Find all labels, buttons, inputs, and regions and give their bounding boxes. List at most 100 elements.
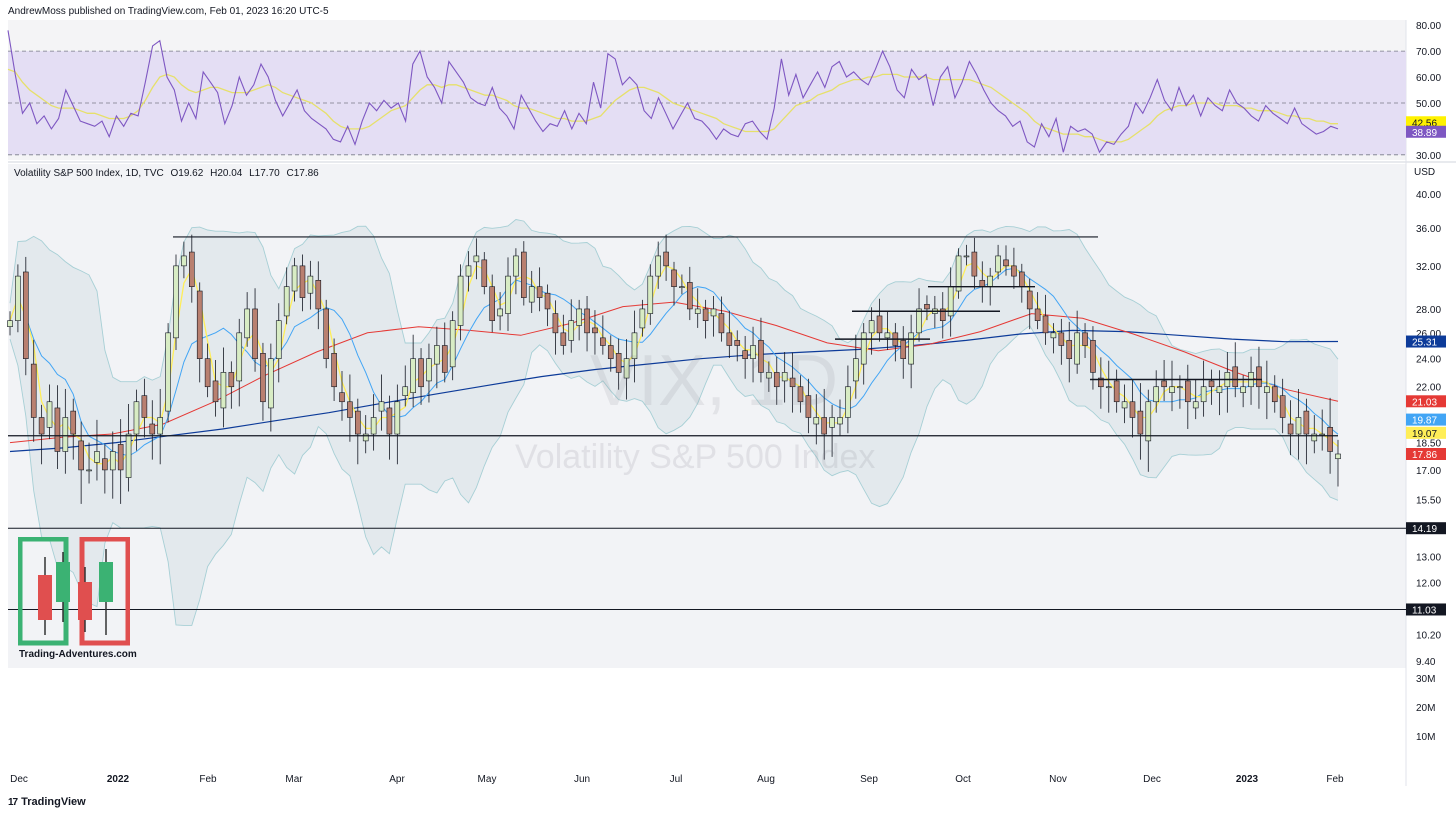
candle-body — [1019, 271, 1025, 287]
legend-symbol: Volatility S&P 500 Index, 1D, TVC — [14, 168, 164, 179]
candle-body — [679, 286, 685, 288]
volume-panel — [8, 670, 1406, 768]
rsi-tick-label: 70.00 — [1416, 47, 1441, 58]
candle-body — [773, 372, 780, 388]
x-axis-label: 2023 — [1236, 774, 1259, 785]
candle-body — [189, 251, 195, 287]
bollinger-lower-line — [9, 325, 1339, 626]
candle-body — [149, 423, 156, 435]
candle-body — [291, 265, 298, 292]
candle-body — [1232, 366, 1239, 388]
candle-body — [726, 332, 733, 346]
candle-body — [62, 417, 69, 452]
bollinger-upper-line — [9, 219, 1339, 383]
candle-body — [1105, 386, 1112, 389]
footer-brand-label: TradingView — [21, 796, 86, 808]
rsi-tick-label: 50.00 — [1416, 99, 1441, 110]
candle-body — [584, 308, 590, 334]
candle-body — [1271, 386, 1278, 403]
candle-body — [378, 401, 385, 412]
candle-body — [623, 358, 630, 379]
candle-body — [821, 417, 827, 435]
candle-body — [1327, 427, 1333, 452]
candle-body — [1153, 386, 1159, 403]
candle-body — [781, 372, 788, 382]
price-tick-label: 22.00 — [1416, 383, 1441, 394]
price-tick-label: 9.40 — [1416, 657, 1436, 668]
x-axis-label: Oct — [955, 774, 971, 785]
candle-body — [694, 308, 701, 314]
candle-body — [1192, 401, 1199, 409]
candle-body — [315, 279, 322, 310]
candle-body — [1264, 386, 1270, 393]
logo-text: Trading-Adventures.com — [19, 649, 137, 660]
candle-body — [789, 377, 796, 388]
candle-body — [1003, 259, 1009, 267]
price-tick-label: 32.00 — [1416, 262, 1441, 273]
candle-body — [1026, 290, 1033, 310]
candle-body — [750, 345, 756, 359]
candle-body — [868, 320, 875, 334]
candle-body — [876, 315, 883, 334]
candle-body — [1145, 401, 1152, 442]
candle-body — [441, 345, 448, 373]
price-tick-label: 18.50 — [1416, 439, 1441, 450]
candle-body — [386, 407, 393, 435]
price-badge — [1406, 395, 1446, 408]
candle-body — [46, 401, 53, 428]
candle-body — [916, 308, 922, 334]
price-badge-label: 19.87 — [1412, 416, 1437, 427]
candle-body — [339, 392, 345, 403]
candle-body — [853, 358, 859, 382]
tradingview-logo-icon: 17 — [8, 796, 18, 808]
candle-body — [1113, 380, 1120, 403]
candle-body — [655, 255, 661, 277]
x-axis-label: Apr — [389, 774, 405, 785]
price-tick-label: 10.20 — [1416, 631, 1441, 642]
candle-body — [1287, 423, 1294, 435]
candle-body — [70, 410, 77, 435]
candle-body — [1082, 332, 1088, 346]
candle-body — [244, 308, 250, 339]
candle-body — [54, 407, 61, 452]
candle-body — [418, 358, 424, 388]
rsi-value-label: 38.89 — [1412, 128, 1437, 139]
rsi-tick-label: 80.00 — [1416, 21, 1441, 32]
candle-body — [536, 286, 543, 298]
x-axis-label: Jul — [670, 774, 683, 785]
candle-body — [1042, 315, 1049, 334]
candle-body — [426, 358, 432, 382]
candle-body — [718, 313, 725, 334]
candle-body — [829, 417, 835, 428]
candle-body — [1121, 401, 1128, 409]
candle-body — [173, 265, 179, 339]
candle-body — [268, 358, 274, 409]
candle-body — [955, 255, 962, 292]
candle-body — [133, 401, 140, 435]
footer-brand[interactable]: 17 TradingView — [8, 796, 86, 808]
candle-body — [1240, 386, 1246, 393]
candle-body — [987, 275, 993, 287]
candle-body — [860, 332, 867, 365]
x-axis-label: Mar — [285, 774, 303, 785]
candle-body — [38, 417, 45, 435]
candle-body — [449, 320, 456, 368]
candle-body — [521, 251, 527, 298]
candle-body — [631, 332, 638, 359]
candle-body — [465, 265, 472, 277]
candle-body — [1311, 433, 1318, 442]
candle-body — [275, 320, 282, 359]
candle-body — [979, 279, 986, 287]
candle-body — [1161, 380, 1167, 388]
candle-body — [481, 259, 488, 287]
candle-body — [331, 353, 337, 388]
candle-body — [702, 308, 709, 321]
candle-body — [402, 386, 409, 396]
candle-body — [995, 255, 1001, 273]
price-badge-label: 19.07 — [1412, 429, 1437, 440]
candle-body — [236, 332, 243, 382]
candle-body — [7, 320, 13, 328]
candle-body — [813, 417, 820, 425]
level-label: 14.19 — [1412, 524, 1437, 535]
